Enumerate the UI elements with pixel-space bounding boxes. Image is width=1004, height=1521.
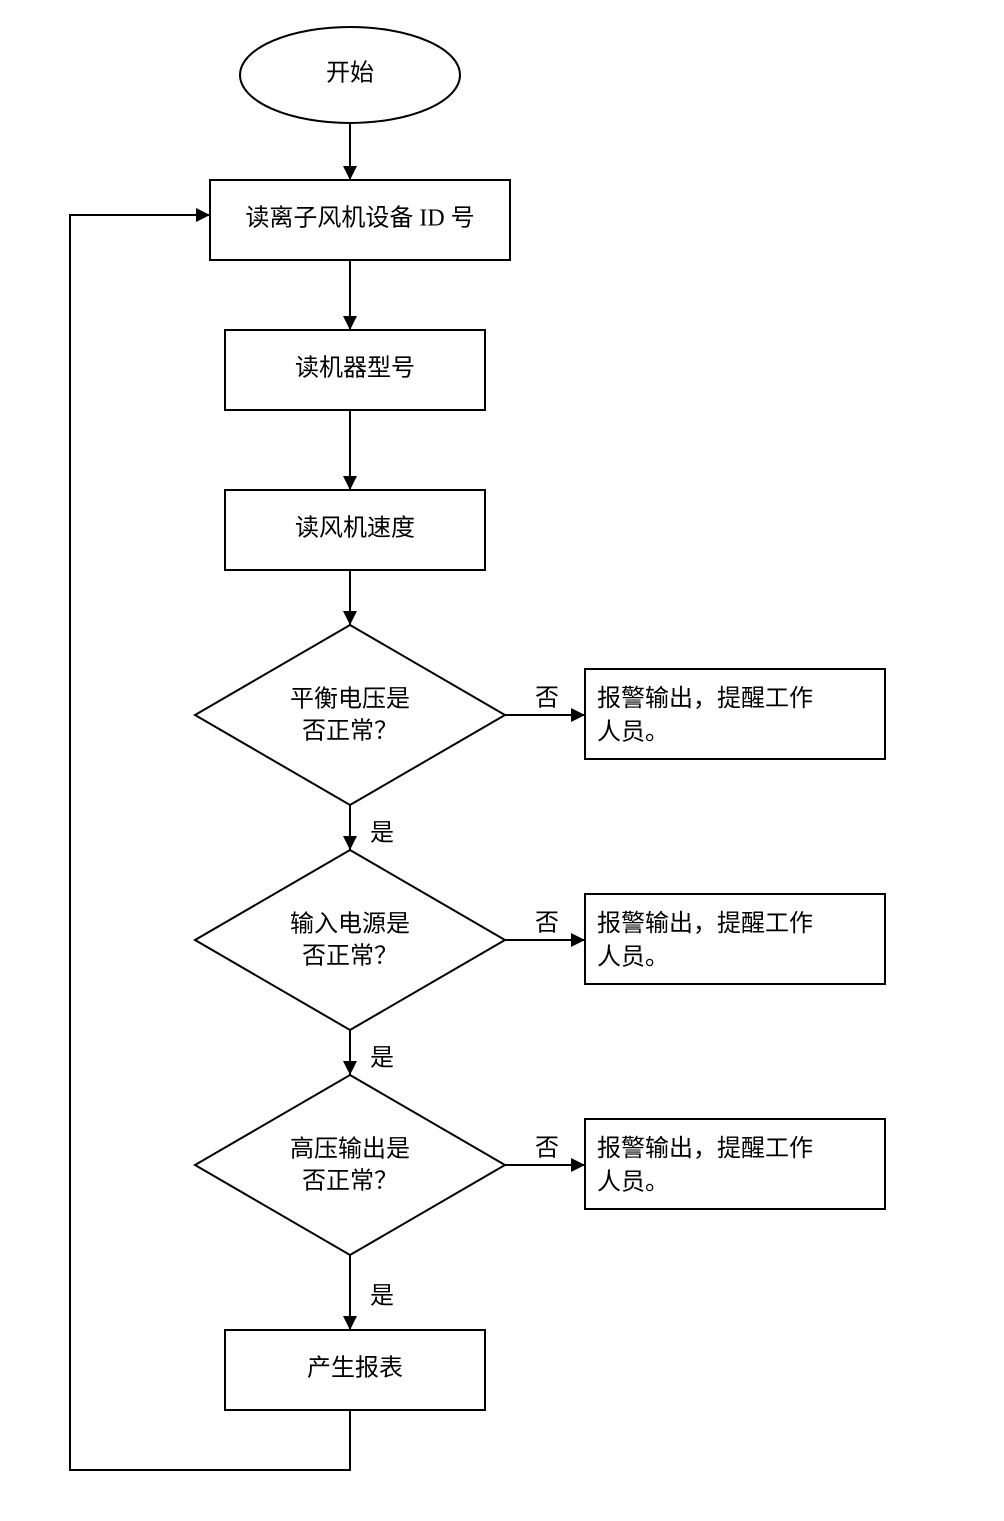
d1-label-1: 平衡电压是 — [290, 686, 410, 713]
read_speed-label: 读风机速度 — [295, 515, 415, 542]
report-label: 产生报表 — [307, 1355, 403, 1382]
edge-label-4: 是 — [370, 821, 394, 847]
start-label: 开始 — [326, 60, 374, 87]
a2-label-2: 人员。 — [597, 944, 669, 970]
d2-node — [195, 850, 505, 1030]
d3-node — [195, 1075, 505, 1255]
flowchart-canvas: 开始读离子风机设备 ID 号读机器型号读风机速度平衡电压是否正常？ 报警输出，提醒… — [0, 0, 1004, 1521]
a1-node — [585, 669, 885, 759]
d2-label-1: 输入电源是 — [290, 911, 410, 938]
d1-label-2: 否正常？ — [302, 718, 398, 745]
a2-node — [585, 894, 885, 984]
edge-label-5: 否 — [535, 686, 559, 712]
d3-label-2: 否正常？ — [302, 1168, 398, 1195]
a3-label-2: 人员。 — [597, 1169, 669, 1195]
a1-label-2: 人员。 — [597, 719, 669, 745]
d2-label-2: 否正常？ — [302, 943, 398, 970]
edge-label-7: 否 — [535, 911, 559, 937]
d3-label-1: 高压输出是 — [290, 1136, 410, 1163]
edge-label-6: 是 — [370, 1046, 394, 1072]
a3-label-1: 报警输出，提醒工作 — [597, 1135, 813, 1162]
read_model-label: 读机器型号 — [295, 355, 415, 382]
edge-label-9: 否 — [535, 1136, 559, 1162]
a1-label-1: 报警输出，提醒工作 — [597, 685, 813, 712]
a2-label-1: 报警输出，提醒工作 — [597, 910, 813, 937]
a3-node — [585, 1119, 885, 1209]
d1-node — [195, 625, 505, 805]
read_id-label: 读离子风机设备 ID 号 — [245, 205, 474, 232]
edge-label-8: 是 — [370, 1284, 394, 1310]
